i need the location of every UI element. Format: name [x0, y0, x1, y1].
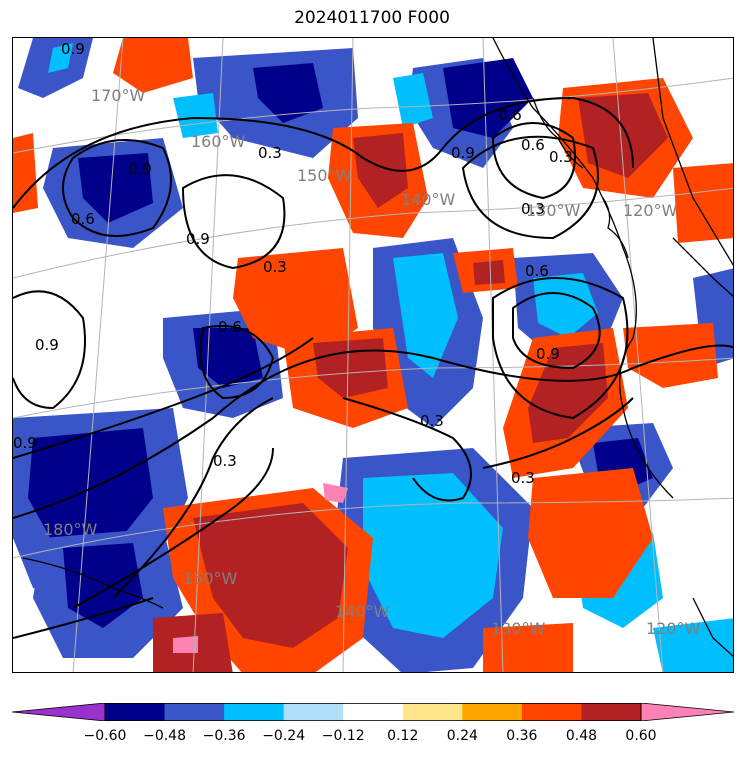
contour-label: 0.3 — [263, 258, 287, 276]
colorbar-tick-label: 0.24 — [446, 728, 478, 744]
contour-label: 0.9 — [186, 230, 210, 248]
colorbar-cell — [164, 703, 225, 721]
coastlines — [22, 38, 733, 658]
contour-label: 0.6 — [498, 106, 522, 124]
contour-label: 0.9 — [35, 336, 59, 354]
longitude-label: 120°W — [646, 619, 701, 638]
colorbar-tick-label: −0.12 — [321, 728, 365, 744]
contour-lines — [13, 96, 733, 639]
colorbar-cell — [402, 703, 463, 721]
colorbar-over-triangle — [640, 703, 734, 721]
colorbar-cell — [224, 703, 285, 721]
contour-label: 0.9 — [451, 144, 475, 162]
contour-label: 0.6 — [71, 210, 95, 228]
colorbar-cell — [283, 703, 344, 721]
colorbar-tick-label: 0.12 — [387, 728, 419, 744]
colorbar-tick-label: 0.36 — [506, 728, 538, 744]
longitude-label: 150°W — [183, 569, 238, 588]
contour-label: 0.6 — [525, 262, 549, 280]
map-panel: 170°W 160°W 150°W 140°W 130°W 120°W 180°… — [12, 37, 734, 673]
longitude-label: 180°W — [43, 520, 98, 539]
longitude-label: 120°W — [623, 201, 678, 220]
colorbar-tick-label: 0.48 — [565, 728, 598, 744]
colorbar-tick-label: 0.60 — [625, 728, 657, 744]
colorbar-under-triangle — [12, 703, 106, 721]
colorbar-tick-label: −0.36 — [202, 728, 246, 744]
colorbar — [12, 703, 734, 721]
contour-label: 0.3 — [521, 200, 545, 218]
colorbar-cell — [581, 703, 642, 721]
longitude-label: 140°W — [335, 602, 390, 621]
contour-label: 0.3 — [549, 148, 573, 166]
map-title: 2024011700 F000 — [294, 8, 450, 28]
longitude-label: 150°W — [297, 166, 352, 185]
contour-label: 0.3 — [420, 412, 444, 430]
longitude-label: 130°W — [526, 201, 581, 220]
longitude-label: 160°W — [191, 132, 246, 151]
colorbar-cell — [521, 703, 582, 721]
graticule-lines — [13, 38, 733, 672]
colorbar-tick-label: −0.60 — [83, 728, 127, 744]
contour-label: 0.9 — [61, 40, 85, 58]
contour-label: 0.9 — [128, 160, 152, 178]
longitude-label: 140°W — [401, 190, 456, 209]
colorbar-outline — [104, 703, 642, 721]
longitude-label: 170°W — [91, 86, 146, 105]
contour-label: 0.3 — [258, 144, 282, 162]
colorbar-cell — [343, 703, 404, 721]
contour-label: 0.3 — [213, 452, 237, 470]
map-plot — [13, 38, 733, 672]
colorbar-cell — [105, 703, 166, 721]
contour-label: 0.6 — [521, 136, 545, 154]
colorbar-tick-label: −0.48 — [143, 728, 186, 744]
contour-label: 0.9 — [536, 345, 560, 363]
colorbar-tick-label: −0.24 — [262, 728, 306, 744]
contour-label: 0.9 — [13, 434, 37, 452]
longitude-label: 130°W — [491, 619, 546, 638]
colorbar-cell — [462, 703, 523, 721]
contour-label: 0.6 — [218, 318, 242, 336]
contour-label: 0.3 — [511, 469, 535, 487]
